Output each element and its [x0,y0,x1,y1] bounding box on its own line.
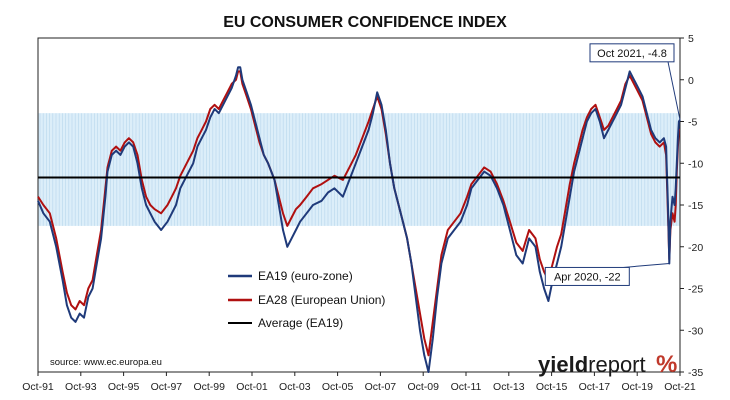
y-tick-label: -25 [688,284,703,296]
legend-label-ea19: EA19 (euro-zone) [258,269,353,283]
y-tick-label: -20 [688,242,703,254]
callout-box [544,266,630,286]
callout-label: Apr 2020, -22 [554,271,621,283]
y-tick-label: -10 [688,158,703,170]
brand-wordmark: yieldreport [538,352,646,377]
callout-label: Oct 2021, -4.8 [597,48,667,60]
x-axis: Oct-91 Oct-93 Oct-95 Oct-97 Oct-99 Oct-01 Oct-… [22,372,696,393]
x-tick-label: Oct-01 [236,381,268,393]
x-tick-label: Oct-93 [65,381,97,393]
legend-label-ea28: EA28 (European Union) [258,293,385,307]
series-layer [37,66,681,373]
x-tick-label: Oct-95 [108,381,140,393]
x-tick-label: Oct-97 [151,381,183,393]
x-tick-label: Oct-21 [664,381,696,393]
brand-mark-icon: % [656,351,677,378]
x-tick-label: Oct-03 [279,381,311,393]
legend: EA19 (euro-zone) EA28 (European Union) A… [228,269,385,330]
y-axis: 5 0 -5 -10 -15 -20 -25 -30 -35 [680,33,703,379]
x-tick-label: Oct-19 [621,381,653,393]
y-tick-label: -35 [688,367,703,379]
callout-box [589,43,675,63]
range-band-hatch [39,113,678,226]
y-tick-label: -15 [688,200,703,212]
x-tick-label: Oct-11 [451,381,482,393]
x-tick-label: Oct-15 [536,381,568,393]
callout-leader [623,262,670,268]
source-note: source: www.ec.europa.eu [50,357,162,368]
brand-logo: yieldreport % [538,351,677,378]
x-tick-label: Oct-07 [365,381,397,393]
x-tick-label: Oct-91 [22,381,54,393]
series-line-ea19 [37,66,681,373]
brand-light: report [588,352,645,377]
legend-label-average: Average (EA19) [258,316,343,330]
callouts: Oct 2021, -4.8 Apr 2020, -22 [544,43,681,286]
x-tick-label: Oct-09 [407,381,439,393]
brand-bold: yield [538,352,588,377]
callout-0: Oct 2021, -4.8 [589,43,681,120]
chart-title: EU CONSUMER CONFIDENCE INDEX [223,14,507,31]
y-tick-label: -30 [688,325,703,337]
x-tick-label: Oct-13 [493,381,525,393]
x-tick-label: Oct-99 [193,381,225,393]
callout-leader [667,61,681,120]
callout-1: Apr 2020, -22 [544,262,670,286]
x-tick-label: Oct-17 [579,381,611,393]
y-tick-label: 5 [688,33,694,45]
x-tick-label: Oct-05 [322,381,354,393]
y-tick-label: -5 [688,117,697,129]
y-tick-label: 0 [688,75,694,87]
